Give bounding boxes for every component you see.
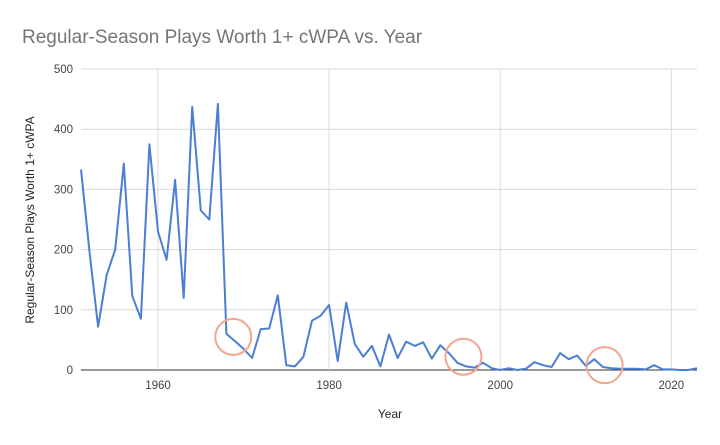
x-axis-title: Year <box>378 407 402 421</box>
tick-labels: 0 100 200 300 400 500 1960 1980 2000 2020 <box>54 64 684 392</box>
grid-layer <box>81 68 697 371</box>
annotation-circle <box>214 317 253 356</box>
y-tick-label: 500 <box>54 64 73 76</box>
series-layer <box>80 102 698 371</box>
annotation-circle <box>585 346 624 385</box>
y-tick-label: 100 <box>54 305 73 317</box>
chart-title: Regular-Season Plays Worth 1+ cWPA vs. Y… <box>22 27 423 48</box>
annotation-layer <box>214 317 624 385</box>
y-tick-label: 300 <box>54 184 73 196</box>
y-tick-label: 0 <box>67 365 73 377</box>
y-tick-label: 400 <box>54 124 73 136</box>
x-tick-label: 1960 <box>145 380 171 392</box>
x-tick-label: 1980 <box>316 380 342 392</box>
y-tick-label: 200 <box>54 245 73 257</box>
series-line <box>80 102 698 371</box>
x-tick-label: 2000 <box>487 380 513 392</box>
y-axis-title: Regular-Season Plays Worth 1+ cWPA <box>23 116 37 323</box>
annotation-circle <box>444 337 483 376</box>
x-tick-label: 2020 <box>659 380 685 392</box>
